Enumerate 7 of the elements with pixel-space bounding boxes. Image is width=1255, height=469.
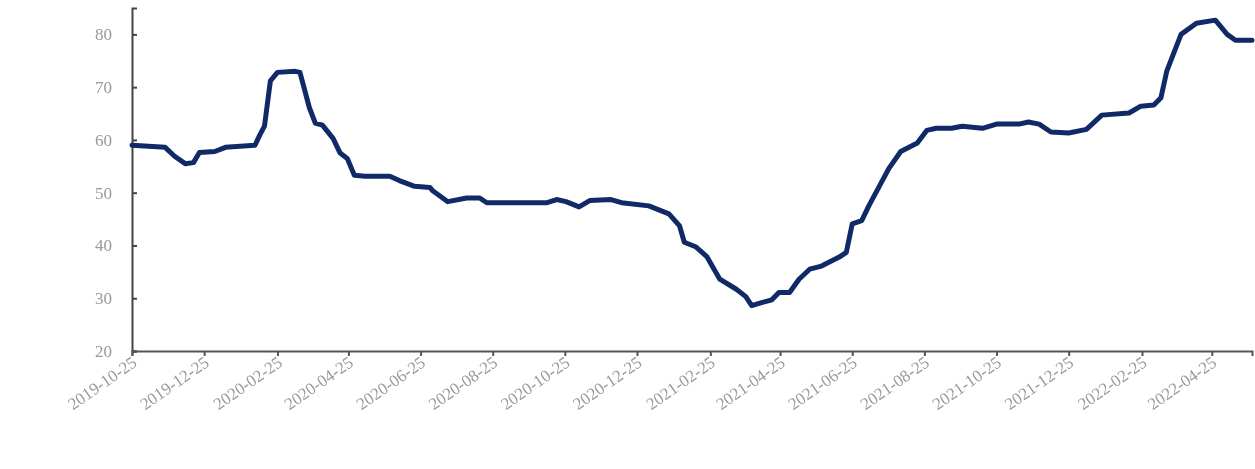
y-tick-label: 20 (95, 341, 112, 361)
y-tick-label: 50 (95, 183, 112, 203)
y-tick-label: 80 (95, 25, 112, 45)
y-tick-label: 30 (95, 289, 112, 309)
y-tick-label: 60 (95, 130, 112, 150)
y-tick-label: 40 (95, 236, 112, 256)
y-tick-label: 70 (95, 78, 112, 98)
